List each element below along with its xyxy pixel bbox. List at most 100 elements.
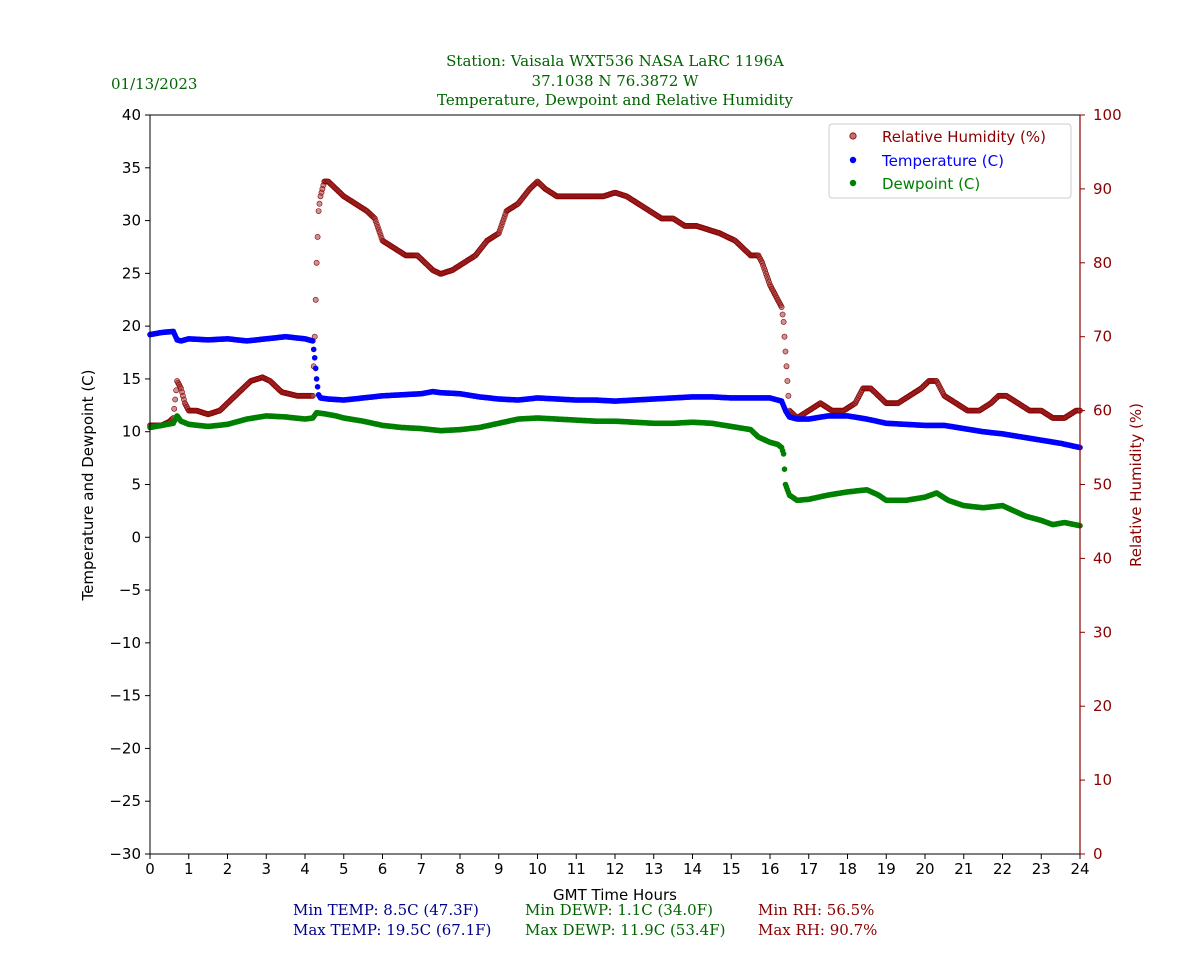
x-tick-label: 22 [993,860,1012,878]
right-y-tick-label: 40 [1093,549,1112,567]
rh-point [782,348,789,355]
rh-point [313,259,320,266]
chart-title-line-1: Station: Vaisala WXT536 NASA LaRC 1196A [446,52,784,70]
left-y-tick-label: −10 [109,634,141,652]
x-tick-label: 24 [1070,860,1089,878]
x-tick-label: 8 [455,860,465,878]
max-rh-stat: Max RH: 90.7% [758,921,878,939]
right-y-tick-label: 60 [1093,402,1112,420]
x-axis-ticks: 0 1 2 3 4 5 6 7 8 9 10 11 12 13 14 15 16 17 18 19 20 21 22 23 24 [145,854,1090,878]
left-y-tick-label: 40 [122,106,141,124]
rh-point [316,200,323,207]
rh-point [783,363,790,370]
rh-point [309,392,316,399]
dewpoint-series [147,409,1083,529]
temperature-point [310,338,316,344]
x-tick-label: 2 [223,860,233,878]
x-tick-label: 9 [494,860,504,878]
x-tick-label: 7 [416,860,426,878]
rh-point [785,392,792,399]
left-y-tick-label: 25 [122,264,141,282]
left-y-tick-label: 5 [131,476,141,494]
legend-box [828,123,1072,199]
legend-marker-dewpoint [849,179,857,187]
left-y-axis-ticks: 40 35 30 25 20 15 10 5 0 −10 −15 −20 −25 −30 −5 [109,106,150,863]
rh-point [779,311,786,318]
x-tick-label: 10 [528,860,547,878]
x-tick-label: 3 [261,860,271,878]
left-y-tick-label: −30 [109,845,141,863]
x-tick-label: 17 [799,860,818,878]
x-tick-label: 6 [378,860,388,878]
min-temp-stat: Min TEMP: 8.5C (47.3F) [293,901,479,919]
x-tick-label: 11 [567,860,586,878]
x-tick-label: 15 [722,860,741,878]
legend-label-dewpoint: Dewpoint (C) [882,175,980,193]
chart-title-line-3: Temperature, Dewpoint and Relative Humid… [437,91,793,109]
x-tick-label: 18 [838,860,857,878]
temperature-point [312,365,319,372]
x-tick-label: 19 [877,860,896,878]
x-tick-label: 20 [915,860,934,878]
chart-date: 01/13/2023 [111,75,197,93]
rh-point [784,378,791,384]
rh-point [781,333,788,340]
right-y-tick-label: 70 [1093,328,1112,346]
left-y-tick-label: 30 [122,212,141,230]
left-y-tick-label: −20 [109,739,141,757]
temperature-point [311,355,318,361]
legend-label-rh: Relative Humidity (%) [882,128,1046,146]
right-y-tick-label: 0 [1093,845,1103,863]
rh-point [173,387,180,394]
rh-point [778,304,785,310]
min-rh-stat: Min RH: 56.5% [758,901,875,919]
x-tick-label: 0 [145,860,155,878]
legend: Relative Humidity (%) Temperature (C) De… [828,123,1072,199]
right-y-tick-label: 20 [1093,697,1112,715]
x-tick-label: 23 [1032,860,1051,878]
min-dewpoint-stat: Min DEWP: 1.1C (34.0F) [525,901,713,919]
legend-marker-temperature [849,156,857,164]
left-y-tick-label: −5 [119,581,141,599]
max-dewpoint-stat: Max DEWP: 11.9C (53.4F) [525,921,726,939]
dewpoint-point [781,466,788,473]
right-y-tick-label: 90 [1093,180,1112,198]
chart-title-line-2: 37.1038 N 76.3872 W [532,72,699,90]
x-tick-label: 4 [300,860,310,878]
x-tick-label: 21 [954,860,973,878]
x-tick-label: 16 [760,860,779,878]
right-y-tick-label: 100 [1093,106,1122,124]
x-tick-label: 13 [644,860,663,878]
left-y-tick-label: 0 [131,528,141,546]
left-y-tick-label: 15 [122,370,141,388]
right-y-tick-label: 80 [1093,254,1112,272]
right-y-tick-label: 50 [1093,476,1112,494]
rh-series [147,178,1083,429]
temperature-series [147,328,1083,451]
temperature-point [314,384,321,390]
legend-label-temperature: Temperature (C) [881,152,1004,170]
x-tick-label: 14 [683,860,702,878]
x-tick-label: 1 [184,860,194,878]
x-tick-label: 12 [605,860,624,878]
right-y-tick-label: 30 [1093,623,1112,641]
rh-point [312,296,319,303]
left-y-tick-label: 10 [122,423,141,441]
rh-point [171,405,178,412]
temperature-point [310,346,317,353]
temperature-point [313,376,320,382]
dewpoint-point [780,451,787,457]
left-y-tick-label: 35 [122,159,141,177]
plot-background [150,115,1080,854]
rh-point [315,208,322,214]
legend-marker-rh [849,132,857,140]
right-y-axis-label: Relative Humidity (%) [1127,403,1145,567]
x-axis-label: GMT Time Hours [553,886,677,904]
rh-point [172,396,179,403]
rh-point [314,233,321,240]
right-y-tick-label: 10 [1093,771,1112,789]
x-tick-label: 5 [339,860,349,878]
left-y-tick-label: −15 [109,687,141,705]
